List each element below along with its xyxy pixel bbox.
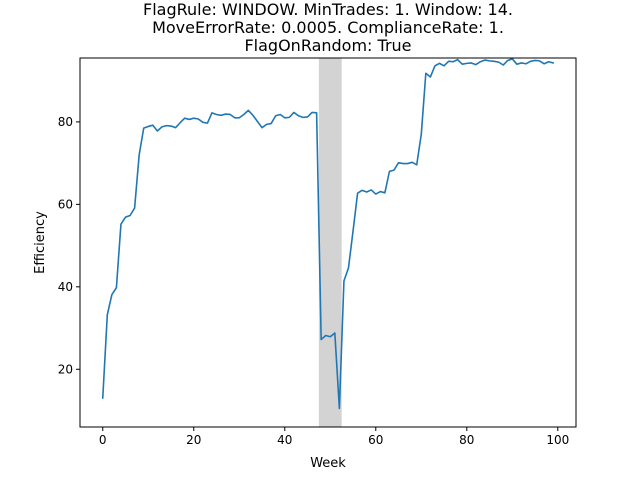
y-tick-label: 60	[58, 197, 73, 211]
x-tick-label: 100	[546, 433, 569, 447]
x-tick-label: 60	[368, 433, 383, 447]
x-axis-ticks: 0 20 40 60 80 100	[99, 427, 569, 447]
chart-title: FlagRule: WINDOW. MinTrades: 1. Window: …	[143, 0, 513, 55]
title-line-1: FlagRule: WINDOW. MinTrades: 1. Window: …	[143, 0, 513, 19]
x-axis-label: Week	[310, 456, 346, 471]
series-layer	[101, 58, 555, 410]
x-tick-label: 80	[459, 433, 474, 447]
series-line-0	[101, 58, 555, 410]
y-axis-label: Efficiency	[33, 211, 48, 274]
y-tick-label: 80	[58, 115, 73, 129]
y-axis-ticks: 20 40 60 80	[58, 115, 80, 376]
y-tick-label: 40	[58, 280, 73, 294]
y-tick-label: 20	[58, 362, 73, 376]
title-line-2: MoveErrorRate: 0.0005. ComplianceRate: 1…	[152, 18, 504, 37]
shaded-span-layer	[318, 58, 342, 427]
x-tick-label: 0	[99, 433, 107, 447]
title-line-3: FlagOnRandom: True	[244, 36, 411, 55]
plot-frame	[79, 57, 577, 428]
x-tick-label: 20	[186, 433, 201, 447]
shaded-span	[318, 58, 342, 427]
x-tick-label: 40	[277, 433, 292, 447]
